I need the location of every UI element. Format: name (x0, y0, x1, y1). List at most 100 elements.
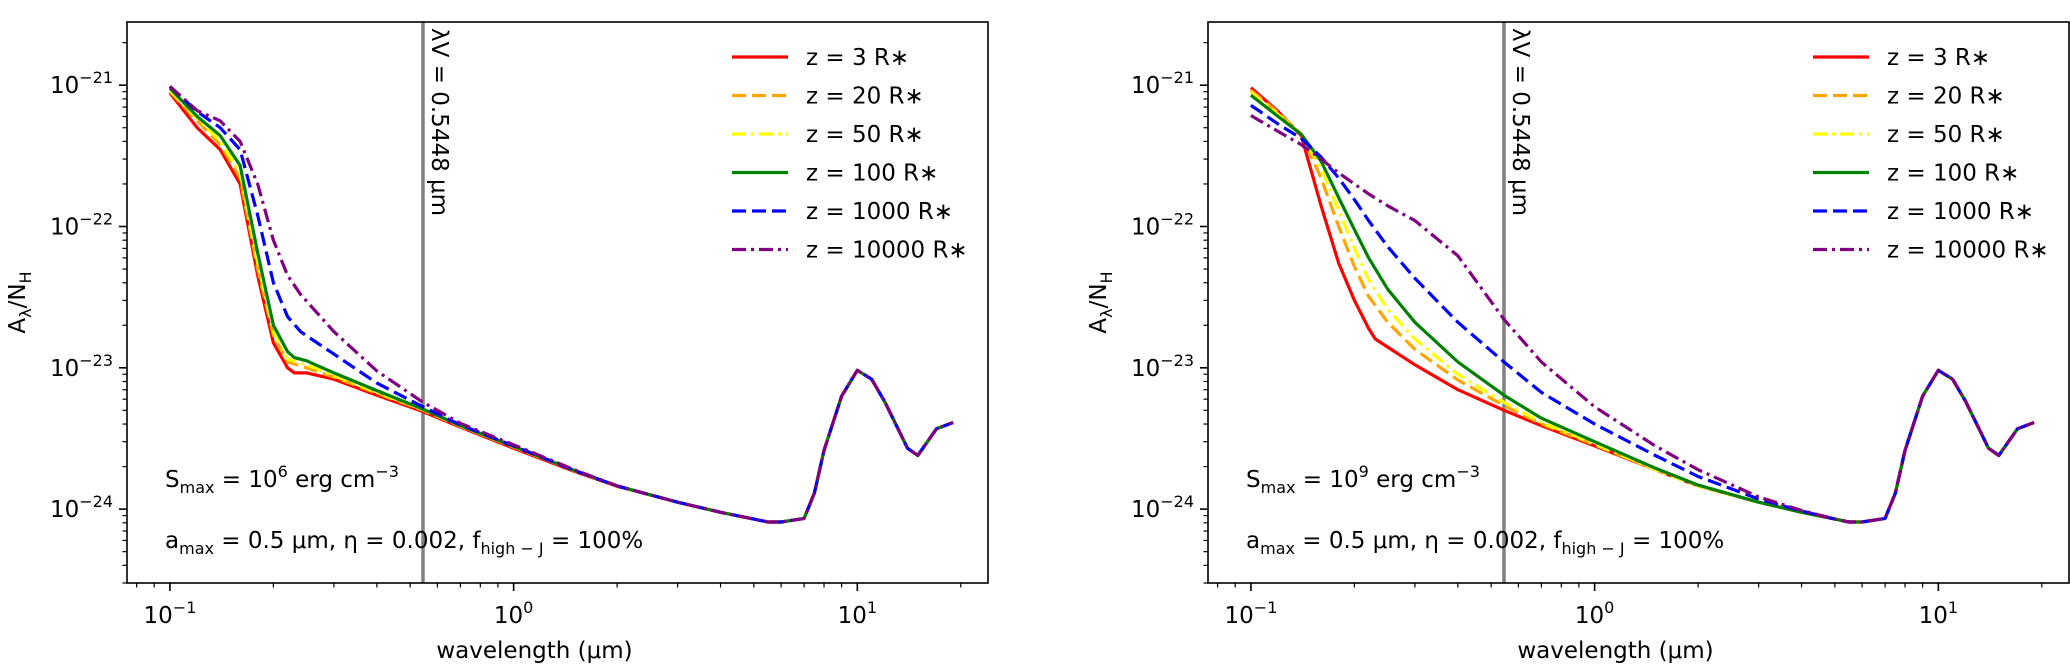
x-tick-base: 10 (1225, 603, 1254, 629)
legend-label-2: z = 20 R∗ (806, 84, 924, 110)
x-tick-base: 10 (144, 603, 173, 629)
x-axis-label: wavelength (μm) (436, 638, 632, 664)
smax-unit-exponent: −3 (375, 462, 399, 481)
legend-label-3: z = 50 R∗ (1887, 122, 2005, 148)
y-tick-label: 10−22 (50, 209, 113, 240)
y-label-sub2: H (1097, 271, 1116, 283)
x-tick-label: 100 (494, 598, 533, 629)
y-axis-label: Aλ/NH (1086, 271, 1116, 333)
y-tick-label: 10−22 (1131, 209, 1194, 240)
smax-unit-exponent: −3 (1456, 462, 1480, 481)
smax-equals: = 10 (214, 467, 277, 493)
y-tick-exponent: −24 (1160, 492, 1194, 511)
amax-symbol: a (1246, 528, 1260, 554)
x-axis-label: wavelength (μm) (1517, 638, 1713, 664)
series-line-5 (168, 85, 954, 524)
x-tick-label: 101 (838, 598, 877, 629)
axes-frame (1207, 21, 2070, 584)
x-tick-exponent: 1 (1948, 598, 1958, 617)
amax-subscript: max (1260, 539, 1295, 558)
series-line-2 (1249, 89, 2035, 524)
x-tick-exponent: 1 (867, 598, 877, 617)
smax-subscript: max (1261, 478, 1296, 497)
y-label-slash: /N (5, 283, 31, 308)
y-tick-label: 10−21 (50, 68, 113, 99)
lambda-v-label: λV = 0.5448 μm (426, 28, 452, 216)
y-tick-exponent: −24 (79, 492, 113, 511)
smax-equals: = 10 (1295, 467, 1358, 493)
series-line-6 (168, 85, 954, 524)
smax-exponent: 6 (278, 462, 288, 481)
series-line-3 (1249, 91, 2035, 524)
smax-annotation: Smax = 109 erg cm−3 (1246, 462, 1480, 497)
axes-frame (126, 21, 989, 584)
legend-label-1: z = 3 R∗ (806, 45, 909, 71)
x-tick-exponent: 0 (1604, 598, 1614, 617)
series-line-3 (168, 89, 954, 524)
params-values: = 0.5 μm, η = 0.002, f (214, 528, 481, 554)
f-subscript: high − J (480, 539, 543, 558)
params-annotation: amax = 0.5 μm, η = 0.002, fhigh − J = 10… (165, 528, 643, 558)
y-label-sub1: λ (1097, 308, 1116, 317)
y-tick-base: 10 (50, 214, 79, 240)
series-line-4 (168, 87, 954, 524)
y-tick-exponent: −21 (1160, 68, 1194, 87)
y-tick-base: 10 (1131, 497, 1160, 523)
y-tick-label: 10−23 (50, 351, 113, 382)
x-tick-label: 100 (1575, 598, 1614, 629)
x-tick-exponent: −1 (173, 598, 197, 617)
y-tick-label: 10−24 (1131, 492, 1194, 523)
x-tick-base: 10 (494, 603, 523, 629)
x-tick-exponent: −1 (1254, 598, 1278, 617)
series-line-2 (168, 90, 954, 524)
y-tick-base: 10 (1131, 356, 1160, 382)
x-tick-base: 10 (1919, 603, 1948, 629)
y-tick-exponent: −22 (1160, 209, 1194, 228)
params-values: = 0.5 μm, η = 0.002, f (1295, 528, 1562, 554)
y-tick-base: 10 (50, 73, 79, 99)
legend-label-5: z = 1000 R∗ (1887, 199, 2034, 225)
legend-label-3: z = 50 R∗ (806, 122, 924, 148)
legend: z = 3 R∗ z = 20 R∗ z = 50 R∗ z = 100 R∗ z = … (1813, 45, 2049, 264)
series-line-4 (1249, 93, 2035, 524)
amax-symbol: a (165, 528, 179, 554)
y-tick-label: 10−21 (1131, 68, 1194, 99)
x-tick-base: 10 (1575, 603, 1604, 629)
legend: z = 3 R∗ z = 20 R∗ z = 50 R∗ z = 100 R∗ z = … (732, 45, 968, 264)
legend-label-5: z = 1000 R∗ (806, 199, 953, 225)
series-group (1249, 86, 2035, 524)
params-annotation: amax = 0.5 μm, η = 0.002, fhigh − J = 10… (1246, 528, 1724, 558)
y-tick-base: 10 (50, 356, 79, 382)
legend-label-6: z = 10000 R∗ (806, 238, 968, 264)
series-line-6 (1250, 114, 2035, 524)
f-value: = 100% (1625, 528, 1725, 554)
smax-subscript: max (180, 478, 215, 497)
y-tick-base: 10 (1131, 214, 1160, 240)
x-tick-base: 10 (838, 603, 867, 629)
f-subscript: high − J (1561, 539, 1624, 558)
y-tick-base: 10 (1131, 73, 1160, 99)
series-line-5 (1249, 103, 2035, 524)
amax-subscript: max (179, 539, 214, 558)
y-label-sub1: λ (16, 308, 35, 317)
y-label-base: A (1086, 318, 1112, 334)
legend-label-1: z = 3 R∗ (1887, 45, 1990, 71)
y-label-sub2: H (16, 271, 35, 283)
y-tick-label: 10−23 (1131, 351, 1194, 382)
smax-unit: erg cm (288, 467, 375, 493)
y-axis-label: Aλ/NH (5, 271, 35, 333)
smax-unit: erg cm (1369, 467, 1456, 493)
legend-label-6: z = 10000 R∗ (1887, 238, 2049, 264)
y-tick-exponent: −23 (1160, 351, 1194, 370)
y-tick-exponent: −21 (79, 68, 113, 87)
legend-label-4: z = 100 R∗ (806, 161, 938, 187)
smax-exponent: 9 (1359, 462, 1369, 481)
x-tick-label: 10−1 (144, 598, 197, 629)
series-group (168, 85, 954, 524)
smax-symbol: S (165, 467, 180, 493)
y-label-base: A (5, 318, 31, 334)
lambda-v-label: λV = 0.5448 μm (1507, 28, 1533, 216)
